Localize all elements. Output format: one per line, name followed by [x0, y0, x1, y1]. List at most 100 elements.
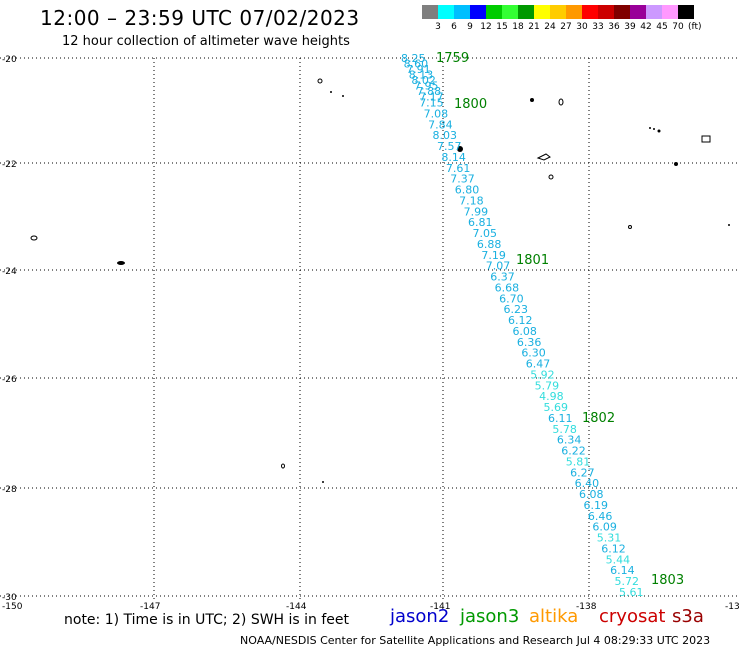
island-outline	[649, 127, 651, 129]
wave-height-value: 7.15	[419, 97, 444, 110]
colorbar-swatch	[646, 5, 662, 19]
legend-jason2: jason2	[390, 606, 450, 627]
longitude-label: -144	[286, 602, 307, 612]
island-outline	[342, 95, 344, 97]
colorbar-label: 30	[576, 22, 588, 32]
wave-height-value: 6.22	[561, 445, 586, 458]
wave-height-value: 6.81	[468, 216, 493, 229]
colorbar-swatch	[438, 5, 454, 19]
satellite-track: 8.258.607.918.138.027.957.887.177.157.08…	[401, 51, 684, 599]
longitude-labels: -150 -147 -144 -141 -138 -13	[2, 602, 740, 612]
island-outline	[674, 162, 678, 166]
track-time-label: 1803	[651, 573, 684, 588]
wave-height-value: 7.05	[472, 227, 497, 240]
island-outline	[281, 463, 285, 469]
longitude-label: -147	[140, 602, 160, 612]
wave-height-value: 5.92	[530, 368, 555, 381]
wave-height-value: 6.14	[610, 564, 635, 577]
wave-height-value: 7.37	[450, 173, 475, 186]
credit-footer: NOAA/NESDIS Center for Satellite Applica…	[240, 634, 711, 647]
wave-height-value: 6.68	[495, 281, 520, 294]
colorbar-swatch	[630, 5, 646, 19]
island-outline	[657, 129, 661, 133]
wave-height-value: 6.80	[455, 184, 480, 197]
colorbar-label: 36	[608, 22, 620, 32]
wave-height-value: 8.14	[441, 151, 466, 164]
colorbar-swatch	[566, 5, 582, 19]
track-time-label: 1759	[436, 51, 469, 66]
wave-height-value: 7.18	[459, 194, 484, 207]
colorbar-label: 12	[480, 22, 492, 32]
colorbar-label: 21	[528, 22, 540, 32]
colorbar-swatch	[582, 5, 598, 19]
wave-height-value: 7.99	[464, 205, 489, 218]
wave-height-value: 5.31	[597, 532, 622, 545]
legend-altika: altika	[529, 606, 579, 627]
wave-height-value: 5.78	[552, 423, 577, 436]
colorbar-swatch	[502, 5, 518, 19]
colorbar-label: 6	[451, 22, 457, 32]
wave-height-value: 6.09	[592, 521, 617, 534]
wave-height-value: 8.03	[433, 129, 458, 142]
track-time-label: 1802	[582, 411, 615, 426]
colorbar-label: 33	[592, 22, 604, 32]
colorbar-swatch	[662, 5, 678, 19]
track-time-label: 1800	[454, 97, 487, 112]
latitude-label: -26	[2, 375, 17, 385]
track-time-label: 1801	[516, 253, 549, 268]
wave-height-value: 6.11	[548, 412, 573, 425]
wave-height-value: 8.60	[404, 58, 429, 71]
wave-height-value: 7.91	[406, 63, 431, 76]
wave-height-value: 6.34	[557, 434, 582, 447]
colorbar-label: 45	[656, 22, 668, 32]
wave-height-value: 6.12	[508, 314, 533, 327]
longitude-label: -13	[725, 602, 740, 612]
colorbar-swatch	[470, 5, 486, 19]
wave-height-value: 7.84	[428, 118, 453, 131]
map-grid	[0, 57, 740, 600]
colorbar-swatch	[614, 5, 630, 19]
wave-height-value: 6.08	[512, 325, 537, 338]
latitude-label: -24	[2, 267, 17, 277]
legend-cryosat: cryosat	[599, 606, 666, 627]
island-outline	[330, 91, 332, 93]
wave-height-value: 5.81	[566, 455, 591, 468]
colorbar-swatch	[422, 5, 438, 19]
longitude-label: -150	[2, 602, 23, 612]
wave-height-value: 7.88	[417, 85, 442, 98]
colorbar-swatch	[486, 5, 502, 19]
colorbar-label: 70	[672, 22, 684, 32]
wave-height-value: 6.19	[583, 499, 608, 512]
wave-height-value: 8.02	[411, 74, 436, 87]
colorbar-label: 42	[640, 22, 652, 32]
longitude-label: -141	[430, 602, 450, 612]
latitude-labels: -20 -22 -24 -26 -28 -30	[2, 55, 17, 603]
longitude-label: -138	[576, 602, 597, 612]
island-outline	[317, 78, 323, 84]
wave-height-value: 6.70	[499, 292, 524, 305]
wave-height-value: 7.19	[481, 249, 506, 262]
island-outline	[558, 98, 564, 106]
colorbar-swatch	[678, 5, 694, 19]
wave-height-value: 5.61	[619, 586, 644, 599]
wave-height-value: 7.17	[419, 91, 444, 104]
colorbar-label: 18	[512, 22, 524, 32]
wave-height-value: 8.13	[409, 69, 434, 82]
wave-height-value: 5.69	[544, 401, 569, 414]
latitude-label: -22	[2, 160, 17, 170]
wave-height-value: 8.25	[401, 52, 426, 65]
wave-height-value: 6.36	[517, 336, 542, 349]
wave-height-value: 6.30	[521, 347, 546, 360]
colorbar-label: 24	[544, 22, 556, 32]
legend-jason3: jason3	[460, 606, 520, 627]
island-outline	[457, 146, 463, 152]
map-title: 12:00 – 23:59 UTC 07/02/2023	[40, 6, 360, 30]
wave-height-value: 6.47	[526, 358, 551, 371]
island-outline	[728, 224, 730, 226]
island-outline	[536, 153, 551, 161]
map-subtitle: 12 hour collection of altimeter wave hei…	[62, 34, 350, 49]
wave-height-value: 6.46	[588, 510, 613, 523]
wave-height-value: 7.95	[414, 80, 439, 93]
wave-height-value: 6.23	[504, 303, 529, 316]
colorbar-swatch	[598, 5, 614, 19]
